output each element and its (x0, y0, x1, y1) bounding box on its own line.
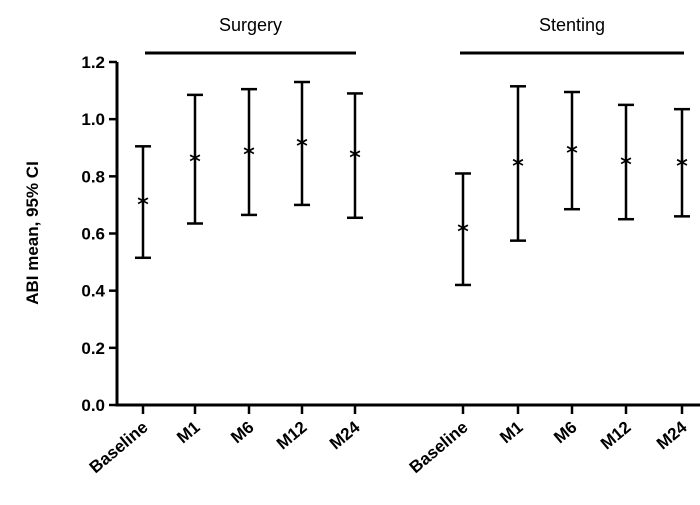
y-axis-label: ABI mean, 95% CI (23, 161, 42, 305)
x-tick-label: M12 (273, 418, 311, 454)
y-ticks: 0.0 0.2 0.4 0.6 0.8 1.0 1.2 (81, 53, 117, 415)
mean-point: * (620, 153, 632, 178)
group-label: Surgery (219, 15, 282, 35)
y-tick-label: 0.6 (81, 225, 105, 244)
y-tick-label: 0.8 (81, 167, 105, 186)
mean-point: * (676, 154, 688, 179)
mean-point: * (457, 220, 469, 245)
mean-point: * (349, 146, 361, 171)
group-label: Stenting (539, 15, 605, 35)
y-tick-label: 0.4 (81, 282, 105, 301)
x-ticks: Baseline M1 M6 M12 M24 Baseline M1 M6 M12 M24 (86, 405, 691, 477)
x-tick-label: Baseline (86, 418, 152, 478)
x-tick-label: M1 (173, 418, 203, 448)
y-tick-label: 1.2 (81, 53, 105, 72)
mean-point: * (189, 150, 201, 175)
mean-point: * (566, 142, 578, 167)
x-tick-label: M6 (227, 418, 257, 448)
mean-point: * (137, 193, 149, 218)
x-tick-label: Baseline (406, 418, 472, 478)
groups: Surgery Stenting (145, 15, 684, 55)
mean-point: * (243, 143, 255, 168)
x-tick-label: M1 (496, 418, 526, 448)
y-tick-label: 1.0 (81, 110, 105, 129)
x-tick-label: M24 (653, 417, 691, 453)
mean-point: * (512, 154, 524, 179)
x-tick-label: M12 (597, 418, 635, 454)
mean-point: * (296, 134, 308, 159)
x-tick-label: M6 (550, 418, 580, 448)
x-tick-label: M24 (326, 417, 364, 453)
y-tick-label: 0.0 (81, 396, 105, 415)
series-marks: * * * * * * * * * * (135, 80, 690, 287)
y-tick-label: 0.2 (81, 339, 105, 358)
